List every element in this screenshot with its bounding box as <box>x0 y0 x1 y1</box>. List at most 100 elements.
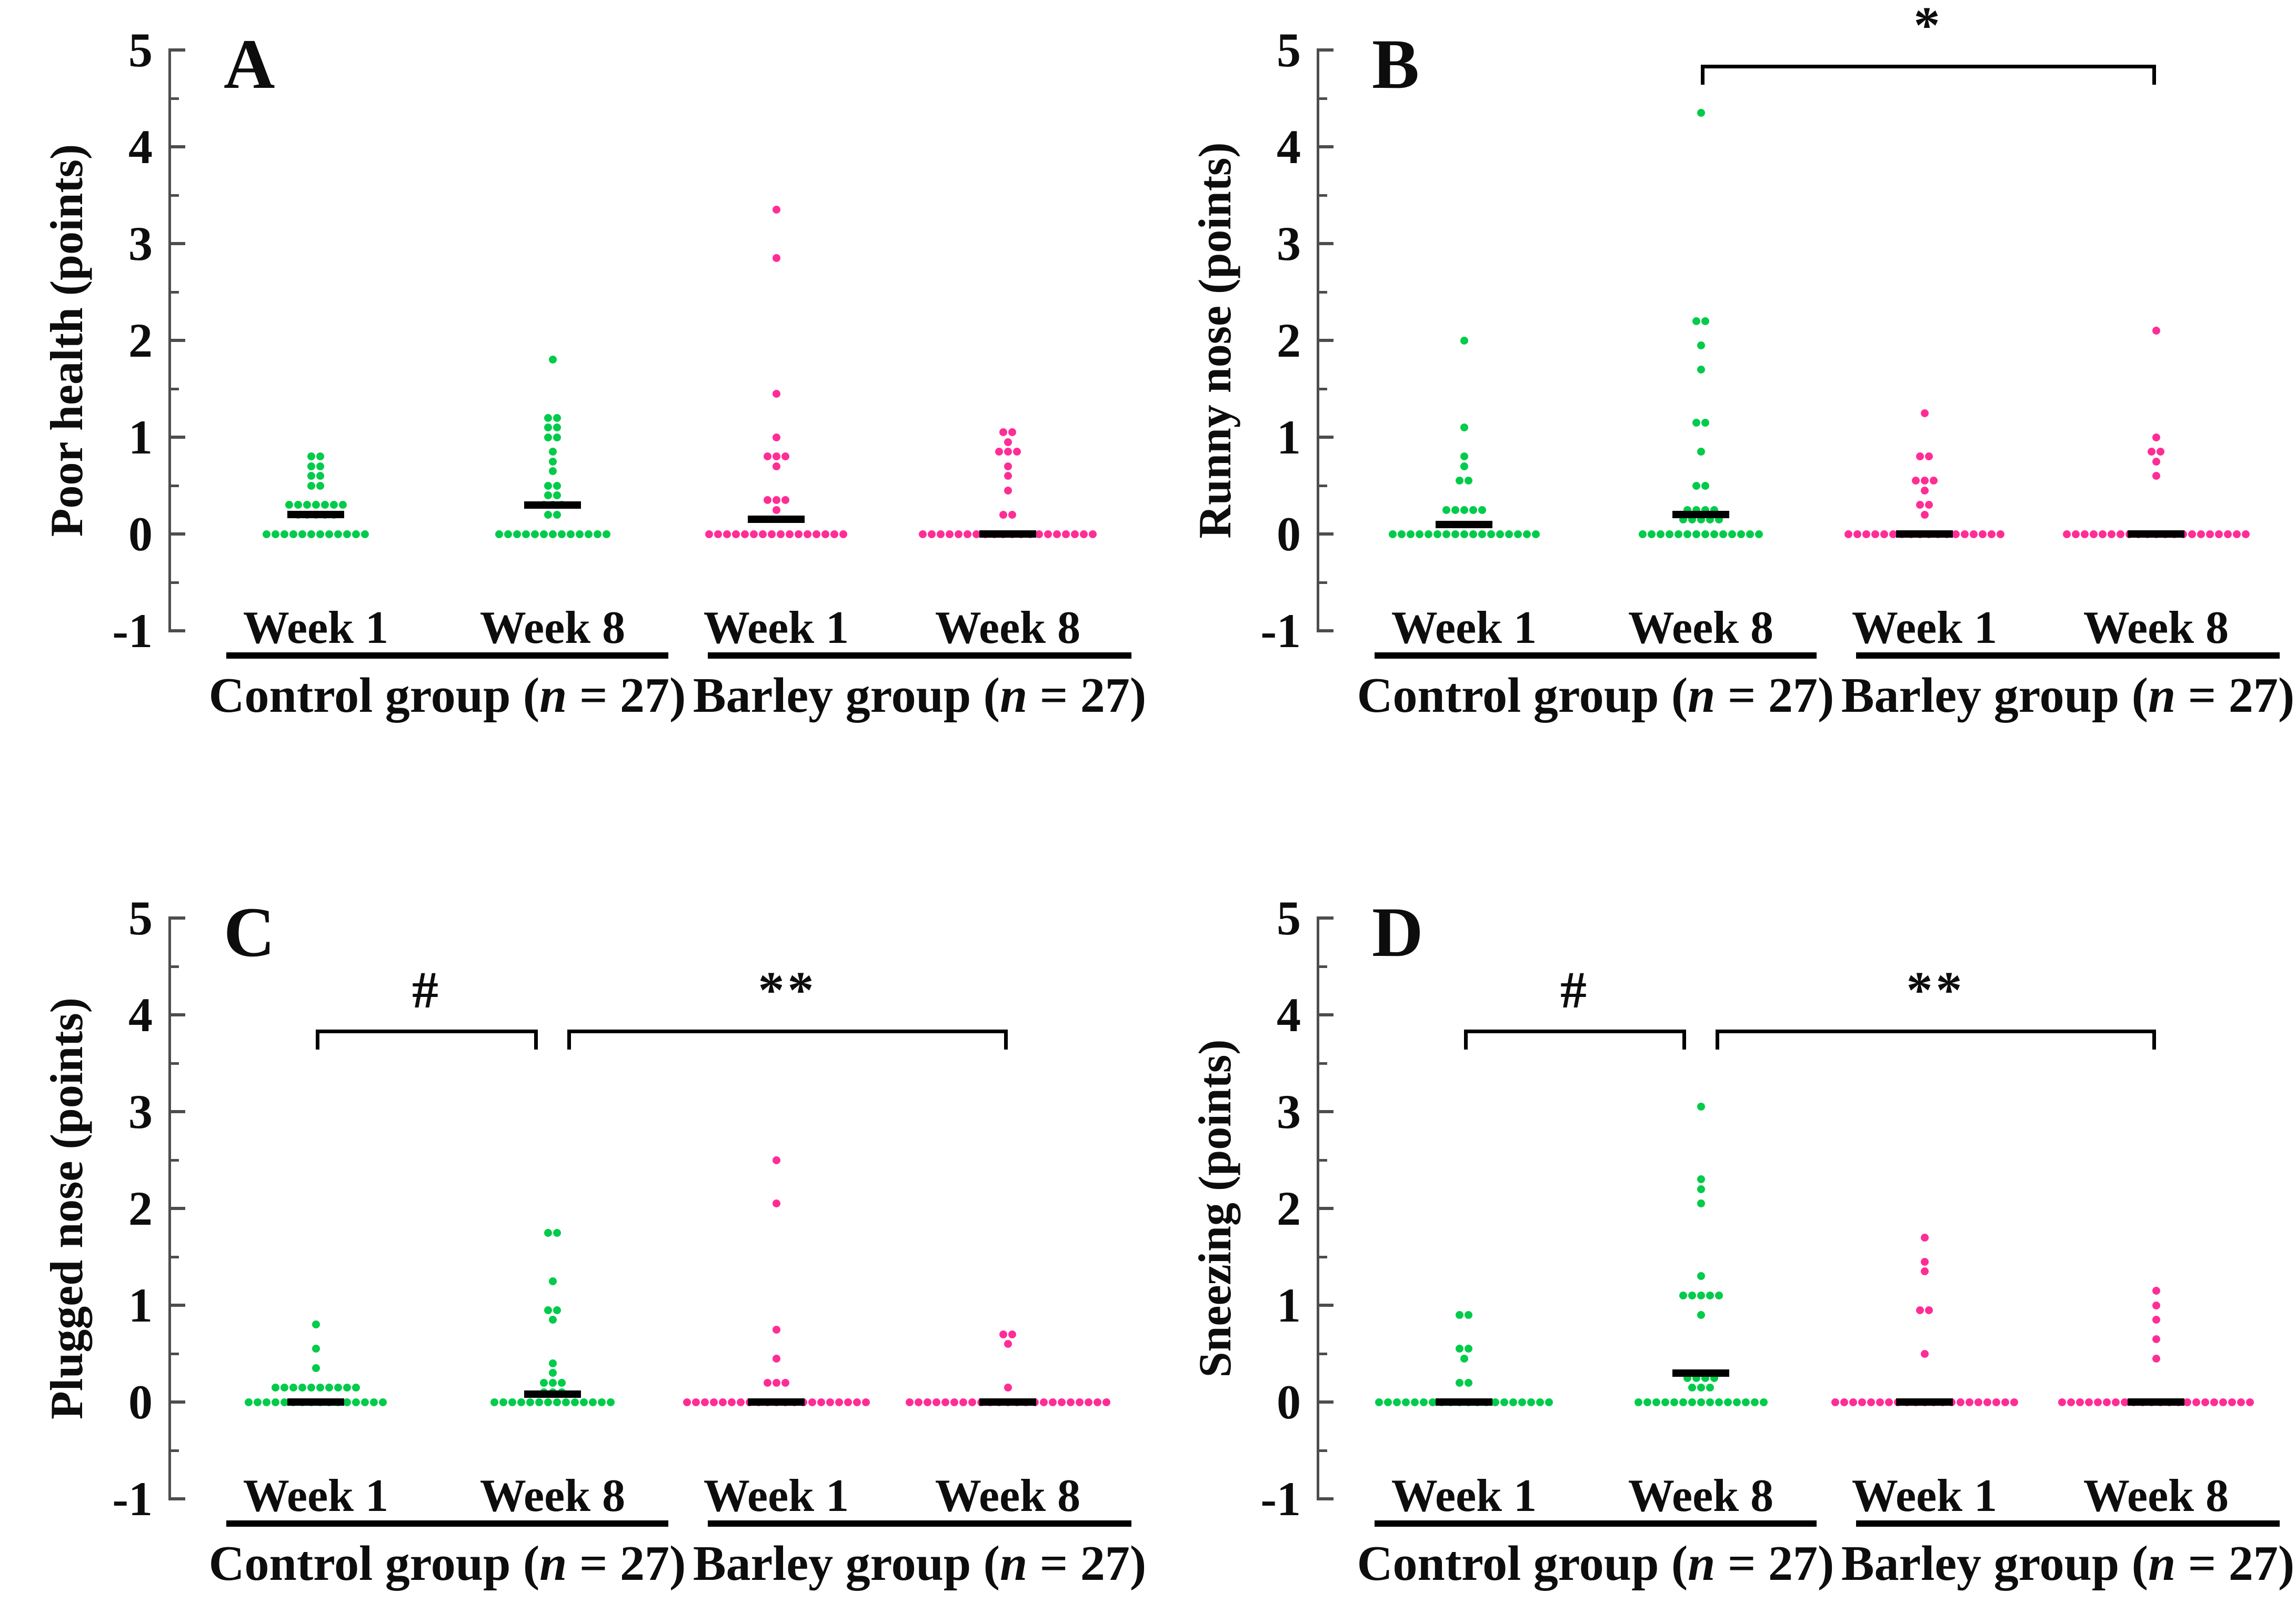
data-point <box>1692 317 1700 325</box>
group-label-n-symbol: n <box>539 1536 567 1591</box>
data-point <box>2197 530 2205 538</box>
median-bar <box>1672 1369 1729 1377</box>
data-point <box>1840 1398 1848 1406</box>
data-point <box>1876 1398 1884 1406</box>
data-point <box>1920 1349 1929 1358</box>
data-point <box>1732 1398 1741 1406</box>
data-point <box>263 530 270 538</box>
data-point <box>307 472 315 480</box>
y-tick-label: 0 <box>1277 507 1301 561</box>
data-point <box>1688 1383 1696 1392</box>
data-point <box>1683 530 1691 538</box>
data-point <box>553 1306 561 1314</box>
data-point <box>772 206 780 214</box>
group-label: Barley group (n = 27) <box>657 1537 1183 1590</box>
data-point <box>280 1383 288 1392</box>
data-point <box>1536 1398 1544 1406</box>
data-point <box>1920 1257 1929 1266</box>
data-point <box>763 452 771 461</box>
data-point <box>1465 1310 1472 1319</box>
data-point <box>1831 1398 1839 1406</box>
significance-bracket-end <box>1004 1029 1008 1050</box>
data-point <box>2157 448 2164 456</box>
significance-bracket-end <box>2152 1029 2156 1050</box>
data-point <box>553 424 561 432</box>
y-tick-label: 0 <box>128 1375 153 1429</box>
panel-A: 5 4 3 2 1 0 -1 Poor health (points) A Week 1 Week … <box>0 0 1148 745</box>
data-point <box>1442 506 1450 514</box>
data-point <box>316 481 324 490</box>
group-underline <box>1375 1520 1817 1527</box>
y-tick-label: 1 <box>1277 1278 1301 1332</box>
data-point <box>937 530 945 538</box>
group-label-n-symbol: n <box>539 668 567 723</box>
panel-letter: A <box>224 25 275 104</box>
data-point <box>1469 506 1477 514</box>
data-point <box>950 1398 958 1406</box>
data-point <box>517 1398 525 1406</box>
y-axis-tick-major <box>1317 532 1334 536</box>
data-point <box>1500 1398 1508 1406</box>
group-label: Barley group (n = 27) <box>657 669 1183 722</box>
data-point <box>768 530 776 538</box>
data-point <box>361 530 369 538</box>
significance-bracket <box>316 1029 538 1033</box>
data-point <box>557 1378 566 1387</box>
group-label-prefix: Control group ( <box>208 1536 540 1591</box>
median-bar <box>979 1398 1036 1406</box>
data-point <box>544 433 552 441</box>
data-point <box>1397 530 1406 538</box>
data-point <box>714 530 722 538</box>
data-point <box>839 530 847 538</box>
data-point <box>772 1354 780 1363</box>
data-point <box>557 530 566 538</box>
y-axis-tick-minor <box>1317 194 1327 197</box>
data-point <box>759 530 767 538</box>
y-axis-tick-minor <box>168 97 179 100</box>
y-tick-label: 5 <box>128 891 153 945</box>
data-point <box>1420 1398 1428 1406</box>
data-point <box>548 1369 557 1377</box>
data-point <box>1478 506 1486 514</box>
data-point <box>598 1398 606 1406</box>
data-point <box>1469 530 1477 538</box>
data-point <box>298 530 306 538</box>
data-point <box>580 1398 588 1406</box>
data-point <box>1916 452 1924 461</box>
data-point <box>1961 530 1969 538</box>
data-point <box>343 530 351 538</box>
data-point <box>602 530 610 538</box>
data-point <box>289 530 297 538</box>
week-label: Week 1 <box>703 602 849 653</box>
data-point <box>821 530 829 538</box>
data-point <box>307 1383 315 1392</box>
data-point <box>772 1156 780 1164</box>
data-point <box>1746 530 1754 538</box>
data-point <box>1737 530 1745 538</box>
data-point <box>544 414 552 422</box>
data-point <box>826 1398 834 1406</box>
group-label-suffix: = 27) <box>1715 1536 1834 1591</box>
data-point <box>553 414 561 422</box>
data-point <box>1004 438 1012 446</box>
data-point <box>2192 1398 2200 1406</box>
data-point <box>1974 1398 1982 1406</box>
y-tick-label: 2 <box>1277 1182 1301 1235</box>
data-point <box>1920 510 1929 519</box>
data-point <box>2188 530 2196 538</box>
data-point <box>1871 530 1879 538</box>
data-point <box>1697 1272 1705 1281</box>
data-point <box>1639 530 1647 538</box>
y-axis-title: Plugged nose (points) <box>42 997 93 1419</box>
group-label-prefix: Barley group ( <box>1841 1536 2148 1591</box>
median-bar <box>524 1390 581 1398</box>
data-point <box>1715 1292 1723 1300</box>
data-point <box>955 530 962 538</box>
data-point <box>1531 530 1540 538</box>
data-point <box>995 448 1003 456</box>
data-point <box>691 1398 700 1406</box>
group-label-suffix: = 27) <box>1715 668 1834 723</box>
data-point <box>1920 486 1929 495</box>
data-point <box>1692 530 1700 538</box>
y-tick-label: 5 <box>128 23 153 77</box>
